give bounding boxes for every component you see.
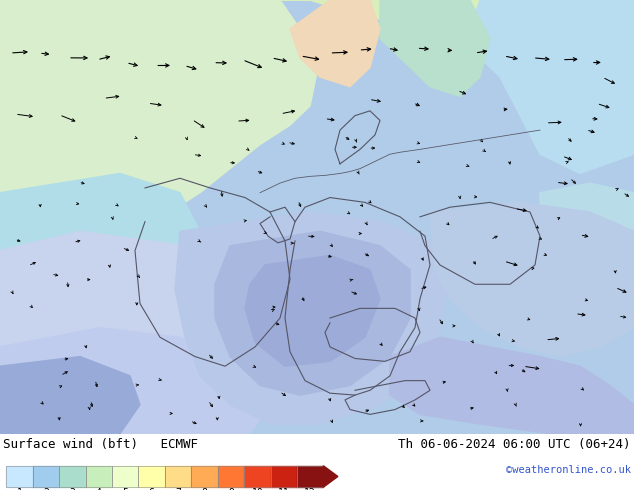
Bar [244,466,271,487]
Polygon shape [245,255,380,366]
Text: 2: 2 [43,489,49,490]
Bar [33,466,59,487]
Polygon shape [0,357,140,434]
Text: 6: 6 [149,489,155,490]
Polygon shape [430,202,634,357]
Polygon shape [380,0,490,97]
Polygon shape [0,328,270,434]
Bar [6,466,33,487]
Bar [86,466,112,487]
Bar [33,466,59,487]
Polygon shape [175,212,450,424]
Bar [191,466,217,487]
Text: 10: 10 [252,489,263,490]
Bar [297,466,323,487]
Text: ©weatheronline.co.uk: ©weatheronline.co.uk [506,465,631,475]
Text: 3: 3 [70,489,75,490]
Bar [138,466,165,487]
Polygon shape [0,0,320,241]
Text: Surface wind (bft)   ECMWF: Surface wind (bft) ECMWF [3,438,198,451]
Text: 5: 5 [122,489,128,490]
Bar [297,466,323,487]
Bar [6,466,33,487]
Polygon shape [290,0,380,87]
Bar [112,466,138,487]
Text: 1: 1 [16,489,22,490]
Polygon shape [215,231,410,395]
Bar [165,466,191,487]
Text: 12: 12 [304,489,316,490]
Text: 11: 11 [278,489,290,490]
Text: 4: 4 [96,489,101,490]
Text: 8: 8 [202,489,207,490]
Bar [271,466,297,487]
Bar [191,466,217,487]
Bar [165,466,191,487]
Polygon shape [470,0,634,173]
Polygon shape [280,0,634,97]
Polygon shape [0,173,200,299]
Polygon shape [390,337,634,434]
Polygon shape [540,183,634,260]
Bar [59,466,86,487]
Bar [244,466,271,487]
Polygon shape [0,231,280,434]
Bar [138,466,165,487]
Bar [112,466,138,487]
Bar [59,466,86,487]
Text: 9: 9 [228,489,234,490]
Bar [217,466,244,487]
Text: Th 06-06-2024 06:00 UTC (06+24): Th 06-06-2024 06:00 UTC (06+24) [398,438,631,451]
Polygon shape [323,466,338,487]
Bar [86,466,112,487]
Bar [217,466,244,487]
Bar [271,466,297,487]
Text: 7: 7 [175,489,181,490]
